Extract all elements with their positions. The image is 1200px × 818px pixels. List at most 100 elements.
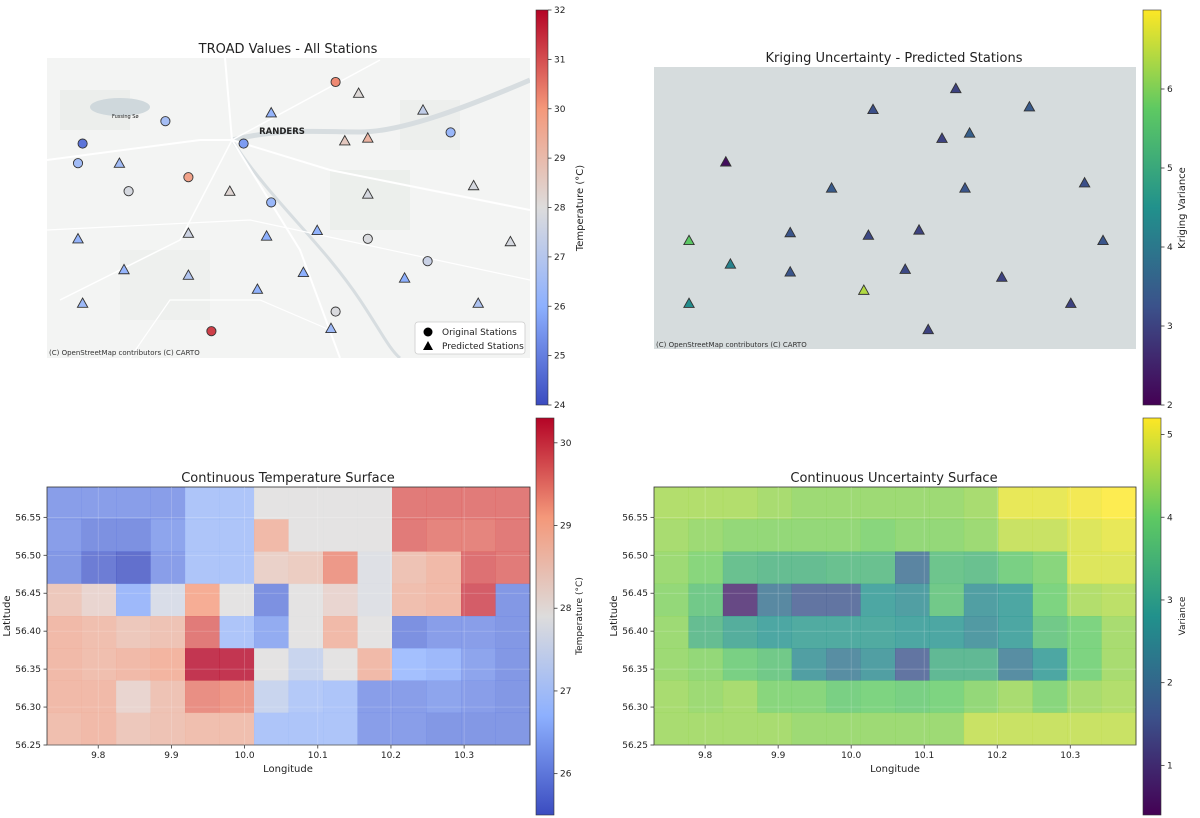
temp-cell-5-10 [392, 648, 427, 681]
temp-xtick-label-2: 10.0 [235, 751, 255, 761]
axes3-ylabel: Latitude [2, 595, 13, 636]
var-xtick-label-4: 10.2 [987, 751, 1007, 761]
kriging-station-16 [899, 263, 912, 274]
temp-cell-0-13 [495, 487, 531, 520]
temp-cell-4-9 [357, 616, 393, 649]
temp-cell-1-2 [116, 519, 151, 552]
kriging-station-17 [995, 270, 1008, 282]
temp-cell-0-6 [254, 487, 289, 520]
axes4-xlabel: Longitude [870, 764, 920, 775]
var-cell-4-11 [1032, 616, 1068, 649]
var-cell-5-8 [929, 648, 965, 681]
temp-cell-1-13 [495, 519, 531, 552]
colorbar-temperature-2: 26 27 28 29 30 Temperature (°C) [535, 417, 585, 816]
temp-cell-5-2 [116, 648, 151, 681]
var-cell-4-13 [1101, 616, 1137, 649]
temp-cell-6-3 [150, 680, 186, 714]
temp-cell-5-0 [47, 648, 82, 681]
original-station-5 [238, 138, 249, 149]
predicted-station-11 [260, 229, 273, 241]
cb1-tick-label-5: 29 [554, 154, 566, 164]
var-cell-2-12 [1067, 551, 1102, 585]
temp-cell-3-10 [392, 583, 427, 617]
var-cell-0-7 [895, 487, 930, 520]
predicted-station-21 [325, 322, 337, 334]
var-cell-5-6 [860, 648, 896, 681]
kriging-station-10 [784, 226, 797, 238]
kriging-station-1 [867, 103, 879, 115]
temp-cell-5-13 [495, 648, 531, 681]
kriging-station-15 [784, 265, 797, 277]
temp-cell-6-8 [323, 680, 358, 714]
colorbar-variance-1: 2 3 4 5 6 Kriging Variance [1142, 9, 1188, 411]
var-cell-6-7 [895, 680, 930, 714]
cb4-tick-label-1: 2 [1167, 679, 1173, 689]
temp-cell-2-0 [47, 551, 82, 585]
predicted-station-10 [182, 227, 195, 238]
lake-label: Fussing Sø [112, 114, 139, 120]
temperature-heatmap [47, 487, 531, 746]
temp-cell-2-13 [495, 551, 531, 585]
temp-cell-2-8 [323, 551, 358, 585]
temp-cell-4-5 [219, 616, 255, 649]
var-cell-3-5 [826, 583, 861, 617]
temp-cell-1-9 [357, 519, 393, 552]
axes3-ticks: 9.8 9.9 10.0 10.1 10.2 10.3 56.25 56.30 56.35 56.… [15, 487, 530, 761]
temp-cell-7-8 [323, 712, 358, 746]
temp-cell-3-8 [323, 583, 358, 617]
var-cell-1-4 [791, 519, 827, 552]
kriging-station-8 [1078, 176, 1091, 188]
kriging-station-18 [857, 284, 870, 295]
cb3-tick-label-0: 26 [560, 770, 572, 780]
temp-cell-4-11 [426, 616, 462, 649]
var-cell-6-13 [1101, 680, 1137, 714]
var-cell-3-4 [791, 583, 827, 617]
var-cell-7-10 [998, 712, 1034, 746]
predicted-station-9 [72, 232, 84, 244]
temp-ytick-label-0: 56.25 [15, 741, 41, 751]
temp-cell-3-3 [150, 583, 186, 617]
var-cell-5-11 [1032, 648, 1068, 681]
predicted-station-16 [297, 266, 310, 278]
var-cell-7-6 [860, 712, 896, 746]
temp-cell-5-5 [219, 648, 255, 681]
temp-cell-3-13 [495, 583, 531, 617]
temp-cell-6-2 [116, 680, 151, 714]
var-cell-3-1 [688, 583, 724, 617]
temp-cell-0-11 [426, 487, 462, 520]
temp-cell-0-2 [116, 487, 151, 520]
temp-cell-0-12 [461, 487, 496, 520]
var-cell-6-4 [791, 680, 827, 714]
basemap-1: Fussing Sø RANDERS [47, 58, 530, 358]
predicted-station-13 [504, 235, 517, 247]
temp-xtick-label-4: 10.2 [381, 751, 401, 761]
var-ytick-label-5: 56.50 [622, 551, 648, 561]
cb2-tick-label-3: 5 [1167, 164, 1173, 174]
cb2-tick-label-1: 3 [1167, 322, 1173, 332]
temp-cell-5-4 [185, 648, 220, 681]
kriging-station-11 [862, 229, 875, 240]
colorbar4-label: Variance [1178, 596, 1188, 635]
var-cell-1-9 [963, 519, 999, 552]
colorbar2-label: Kriging Variance [1177, 167, 1188, 249]
colorbar1-label: Temperature (°C) [575, 165, 586, 252]
temp-cell-7-6 [254, 712, 289, 746]
temp-cell-4-8 [323, 616, 358, 649]
var-xtick-label-5: 10.3 [1060, 751, 1080, 761]
var-cell-7-9 [963, 712, 999, 746]
var-cell-4-1 [688, 616, 724, 649]
var-cell-1-5 [826, 519, 861, 552]
temp-cell-2-6 [254, 551, 289, 585]
temp-ytick-label-6: 56.55 [15, 513, 41, 523]
var-cell-3-13 [1101, 583, 1137, 617]
var-cell-6-0 [654, 680, 689, 714]
cb2-tick-label-0: 2 [1167, 401, 1173, 411]
var-ytick-label-0: 56.25 [622, 741, 648, 751]
var-cell-7-2 [722, 712, 758, 746]
predicted-station-6 [223, 185, 236, 196]
temp-ytick-label-2: 56.35 [15, 665, 41, 675]
var-cell-5-10 [998, 648, 1034, 681]
original-station-6 [266, 197, 277, 208]
cb4-tick-label-0: 1 [1167, 761, 1173, 771]
kriging-station-4 [936, 132, 948, 143]
